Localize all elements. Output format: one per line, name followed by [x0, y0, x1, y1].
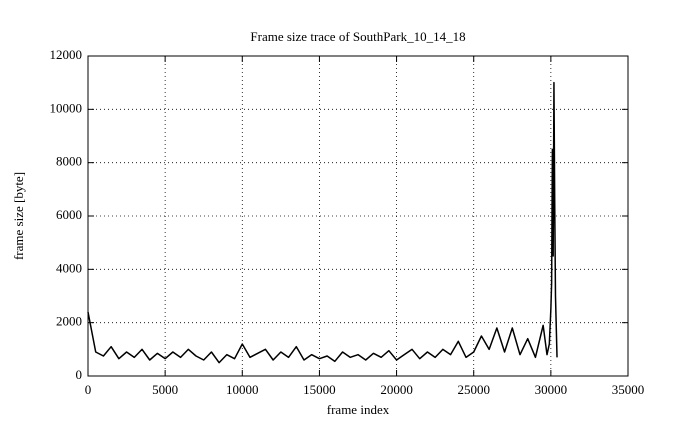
- y-tick-label: 10000: [50, 100, 83, 115]
- plot-frame: [87, 55, 629, 377]
- data-line: [87, 81, 558, 364]
- x-tick-label: 25000: [457, 382, 490, 397]
- x-axis-label: frame index: [327, 402, 390, 417]
- x-tick-label: 20000: [380, 382, 413, 397]
- x-tick-label: 10000: [226, 382, 259, 397]
- chart-title: Frame size trace of SouthPark_10_14_18: [250, 29, 465, 44]
- y-tick-label: 6000: [56, 207, 82, 222]
- x-tick-label: 30000: [535, 382, 568, 397]
- y-tick-label: 4000: [56, 260, 82, 275]
- x-tick-label: 0: [85, 382, 92, 397]
- y-axis-label: frame size [byte]: [11, 172, 26, 260]
- x-tick-label: 15000: [303, 382, 336, 397]
- y-tick-label: 0: [76, 367, 83, 382]
- y-tick-label: 8000: [56, 154, 82, 169]
- x-tick-label: 35000: [612, 382, 645, 397]
- y-tick-label: 12000: [50, 47, 83, 62]
- y-tick-label: 2000: [56, 314, 82, 329]
- x-tick-label: 5000: [152, 382, 178, 397]
